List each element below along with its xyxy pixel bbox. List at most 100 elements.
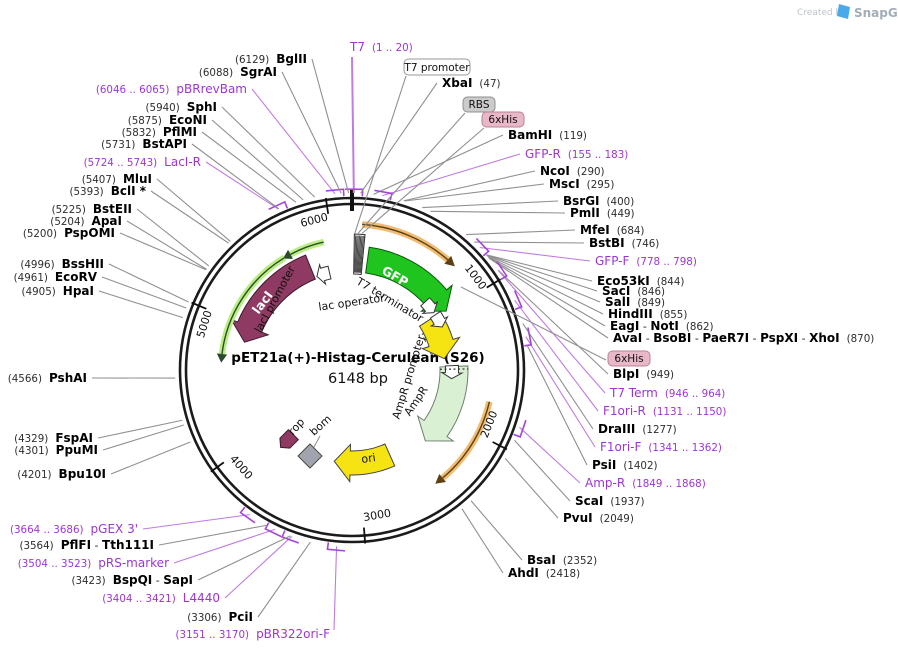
callout-line bbox=[173, 528, 276, 564]
site-label[interactable]: PvuI (2049) bbox=[563, 511, 634, 525]
watermark-brand: SnapGene bbox=[854, 6, 898, 20]
feature-bom-diamond[interactable] bbox=[297, 443, 323, 469]
feature-arrow-cds-1[interactable] bbox=[420, 297, 439, 315]
site-label[interactable]: SalI (849) bbox=[605, 295, 665, 309]
boxed-label-text-his6: 6xHis bbox=[614, 353, 643, 365]
callout-line bbox=[382, 153, 521, 197]
site-label[interactable]: (5940) SphI bbox=[146, 100, 218, 114]
site-label[interactable]: (5407) MluI bbox=[82, 172, 152, 186]
site-label[interactable]: (4961) EcoRV bbox=[14, 270, 98, 284]
site-label[interactable]: ScaI (1937) bbox=[575, 494, 645, 508]
site-label[interactable]: BamHI (119) bbox=[508, 128, 587, 142]
callout-line bbox=[156, 178, 231, 242]
site-label[interactable]: (3404 .. 3421) L4440 bbox=[102, 591, 220, 605]
scale-tick bbox=[363, 527, 367, 544]
callout-line bbox=[126, 220, 207, 270]
site-label[interactable]: Eco53kI (844) bbox=[597, 274, 684, 288]
site-label[interactable]: (5875) EcoNI bbox=[128, 113, 207, 127]
site-label[interactable]: XbaI (47) bbox=[442, 76, 501, 90]
site-label[interactable]: PmlI (449) bbox=[570, 206, 635, 220]
site-label[interactable]: BlpI (949) bbox=[613, 367, 674, 381]
site-label[interactable]: AvaI - BsoBI - PaeR7I - PspXI - XhoI (870… bbox=[613, 331, 874, 345]
site-label[interactable]: (3423) BspQI - SapI bbox=[71, 573, 193, 587]
site-label[interactable]: GFP-R (155 .. 183) bbox=[525, 147, 628, 161]
site-label[interactable]: Amp-R (1849 .. 1868) bbox=[585, 476, 706, 490]
feature-label-bom[interactable]: bom bbox=[307, 412, 334, 438]
primer-site-mark bbox=[264, 522, 282, 538]
boxed-label-his6[interactable] bbox=[607, 350, 651, 367]
callout-line bbox=[191, 143, 280, 210]
mcs-hatch-line bbox=[357, 235, 362, 273]
site-label[interactable]: BsaI (2352) bbox=[527, 553, 597, 567]
callout-line bbox=[97, 419, 183, 439]
site-label[interactable]: (5724 .. 5743) LacI-R bbox=[84, 155, 201, 169]
primer-site-mark bbox=[513, 419, 527, 438]
callout-line bbox=[488, 256, 606, 327]
site-label[interactable]: (4201) Bpu10I bbox=[17, 467, 106, 481]
site-label[interactable]: F1ori-F (1341 .. 1362) bbox=[600, 440, 722, 454]
feature-label-ori[interactable]: ori bbox=[361, 451, 377, 466]
feature-arrow-rop[interactable] bbox=[276, 428, 300, 453]
site-label[interactable]: (5832) PflMI bbox=[122, 125, 197, 139]
site-label[interactable]: T7 Term (946 .. 964) bbox=[609, 386, 725, 400]
primer-site-mark bbox=[326, 542, 346, 552]
boxed-label-t7_promoter[interactable] bbox=[403, 58, 471, 76]
feature-arrow-ampr[interactable] bbox=[416, 365, 469, 442]
site-label[interactable]: (4566) PshAI bbox=[8, 371, 87, 385]
primer-site-mark bbox=[281, 530, 300, 544]
site-label[interactable]: MfeI (684) bbox=[580, 223, 644, 237]
site-label[interactable]: (6046 .. 6065) pBRrevBam bbox=[96, 82, 247, 96]
callout-line bbox=[281, 71, 342, 194]
boxed-label-rbs[interactable] bbox=[462, 96, 496, 113]
feature-arrow-lacI[interactable] bbox=[229, 254, 316, 343]
feature-arrow-ori[interactable] bbox=[333, 443, 396, 484]
site-label[interactable]: (5204) ApaI bbox=[50, 214, 122, 228]
feature-arrow-cds-2[interactable] bbox=[429, 310, 449, 328]
site-label[interactable]: T7 (1 .. 20) bbox=[349, 40, 413, 54]
feature-arrow-f1-ori[interactable] bbox=[418, 311, 461, 360]
site-label[interactable]: DraIII (1277) bbox=[598, 422, 677, 436]
site-label[interactable]: (3306) PciI bbox=[187, 610, 253, 624]
site-label[interactable]: EagI - NotI (862) bbox=[610, 319, 714, 333]
site-label[interactable]: (3151 .. 3170) pBR322ori-F bbox=[176, 627, 331, 641]
site-label[interactable]: GFP-F (778 .. 798) bbox=[595, 254, 697, 268]
site-label[interactable]: (4301) PpuMI bbox=[14, 443, 98, 457]
callout-line bbox=[311, 58, 350, 194]
site-label[interactable]: (5200) PspOMI bbox=[23, 226, 115, 240]
site-label[interactable]: (3504 .. 3523) pRS-marker bbox=[18, 556, 169, 570]
site-label[interactable]: (5225) BstEII bbox=[52, 202, 132, 216]
site-label[interactable]: NcoI (290) bbox=[540, 164, 605, 178]
site-label[interactable]: (5731) BstAPI bbox=[101, 137, 187, 151]
callout-line bbox=[197, 535, 291, 581]
site-label[interactable]: PsiI (1402) bbox=[592, 458, 658, 472]
site-label[interactable]: BsrGI (400) bbox=[563, 194, 634, 208]
feature-arrow-gfp[interactable] bbox=[365, 246, 453, 312]
site-label[interactable]: (4329) FspAI bbox=[14, 431, 93, 445]
mcs-hatch-line bbox=[355, 235, 358, 273]
site-label[interactable]: (6088) SgrAI bbox=[199, 65, 277, 79]
site-label[interactable]: AhdI (2418) bbox=[508, 566, 580, 580]
primer-site-mark bbox=[374, 189, 393, 201]
mcs-hatch-line bbox=[359, 235, 364, 273]
boxed-label-text-t7_promoter: T7 promoter bbox=[403, 62, 470, 74]
site-label[interactable]: HindIII (855) bbox=[608, 307, 687, 321]
site-label[interactable]: (3564) PflFI - Tth111I bbox=[19, 538, 154, 552]
callout-line bbox=[403, 170, 536, 202]
site-label[interactable]: BstBI (746) bbox=[589, 236, 659, 250]
site-label[interactable]: (4996) BssHII bbox=[20, 257, 104, 271]
primer-site-mark bbox=[496, 260, 508, 281]
site-label[interactable]: (5393) BclI * bbox=[69, 184, 146, 198]
callout-line bbox=[430, 210, 566, 214]
site-label[interactable]: (4905) HpaI bbox=[22, 284, 94, 298]
boxed-label-his6[interactable] bbox=[481, 111, 525, 128]
site-label[interactable]: (3664 .. 3686) pGEX 3' bbox=[10, 522, 138, 536]
site-label[interactable]: SacI (846) bbox=[602, 284, 665, 298]
callout-line bbox=[119, 232, 207, 271]
callout-line bbox=[479, 246, 591, 262]
callout-line bbox=[357, 112, 466, 234]
callout-line bbox=[101, 276, 187, 309]
site-label[interactable]: (6129) BglII bbox=[235, 52, 307, 66]
feature-arrow-lacI-promoter[interactable] bbox=[316, 262, 332, 286]
site-label[interactable]: F1ori-R (1131 .. 1150) bbox=[603, 404, 726, 418]
site-label[interactable]: MscI (295) bbox=[549, 177, 614, 191]
